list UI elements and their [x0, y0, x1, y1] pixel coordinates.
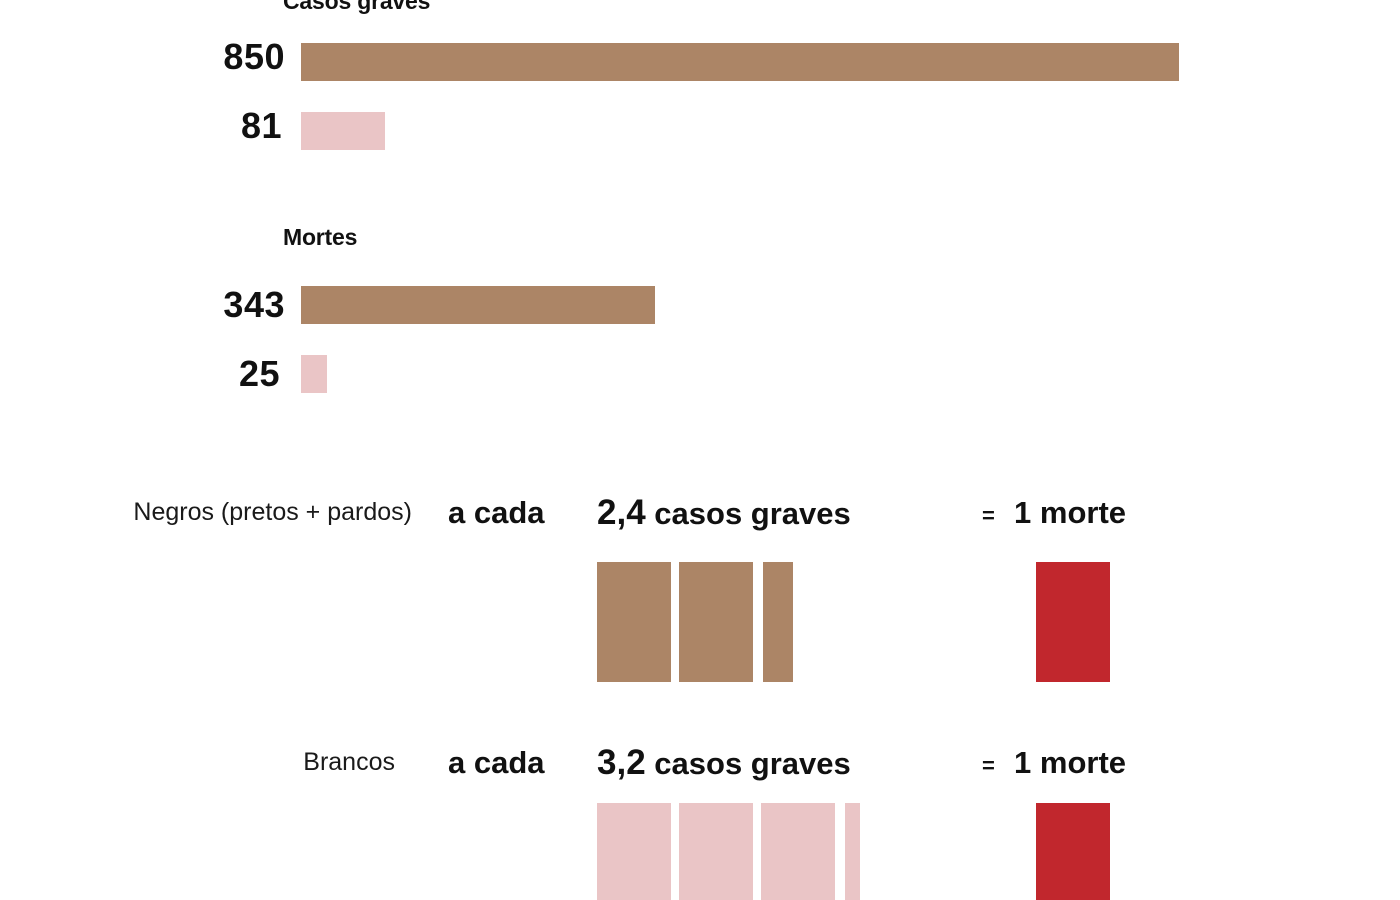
ratio-text-brancos: 3,2 casos graves: [597, 743, 851, 783]
mortes-title: Mortes: [283, 224, 358, 250]
bar-mortes-negros: [301, 286, 656, 324]
case-block: [761, 803, 835, 900]
bar-value-casos-brancos: 81: [240, 105, 282, 146]
case-block: [679, 803, 753, 900]
bar-value-mortes-negros: 343: [223, 284, 285, 325]
bar-casos-negros: [301, 43, 1179, 81]
equals-sign-brancos: =: [982, 753, 995, 778]
morte-text-brancos: 1 morte: [1014, 745, 1126, 781]
case-block: [597, 803, 671, 900]
death-block-brancos: [1036, 803, 1110, 900]
morte-label-brancos: morte: [1039, 745, 1127, 780]
case-block: [679, 562, 753, 682]
bar-value-casos-negros: 850: [223, 36, 285, 77]
case-block: [597, 562, 671, 682]
death-block-negros: [1036, 562, 1110, 682]
morte-number-brancos: 1: [1014, 745, 1032, 780]
equals-sign-negros: =: [982, 503, 995, 528]
case-blocks-brancos: [597, 803, 977, 900]
ratio-number-brancos: 3,2: [597, 743, 646, 782]
ratio-number-negros: 2,4: [597, 493, 646, 532]
group-name-negros: Negros (pretos + pardos): [133, 498, 412, 526]
case-block-partial: [763, 562, 793, 682]
case-block-partial: [845, 803, 860, 900]
morte-text-negros: 1 morte: [1014, 495, 1126, 531]
morte-number-negros: 1: [1014, 495, 1032, 530]
ratio-casos-label-negros: casos graves: [654, 496, 851, 531]
bar-casos-brancos: [301, 112, 385, 150]
morte-label-negros: morte: [1039, 495, 1127, 530]
ratio-casos-label-brancos: casos graves: [654, 746, 851, 781]
bar-value-mortes-brancos: 25: [238, 353, 280, 394]
ratio-text-negros: 2,4 casos graves: [597, 493, 851, 533]
a-cada-label-negros: a cada: [448, 495, 545, 530]
case-blocks-negros: [597, 562, 977, 682]
bar-mortes-brancos: [301, 355, 327, 393]
a-cada-label-brancos: a cada: [448, 745, 545, 780]
group-name-brancos: Brancos: [303, 748, 395, 776]
casos-graves-title: Casos graves: [283, 0, 431, 14]
